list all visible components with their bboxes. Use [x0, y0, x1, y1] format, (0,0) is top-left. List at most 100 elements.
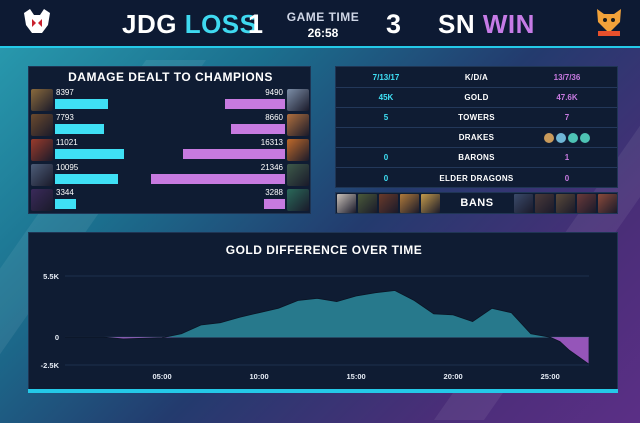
ocean-drake-icon: [568, 132, 578, 143]
damage-row: 11021 16313: [29, 137, 311, 163]
damage-bar-right: [231, 124, 285, 134]
stat-label: TOWERS: [458, 113, 495, 122]
y-tick-label: -2.5K: [41, 361, 60, 370]
damage-bar-right: [151, 174, 285, 184]
bans-strip: BANS: [335, 192, 618, 214]
gold-chart-underline: [28, 389, 618, 393]
champion-portrait-icon: [31, 114, 53, 136]
damage-bar-left: [55, 124, 104, 134]
damage-value-right: 9490: [265, 88, 283, 97]
stat-label: BARONS: [458, 153, 495, 162]
champion-portrait-icon: [287, 139, 309, 161]
team-left-result: LOSS: [184, 9, 258, 39]
stat-label: DRAKES: [458, 133, 495, 142]
champion-portrait-icon: [287, 114, 309, 136]
gold-line: [65, 290, 589, 365]
team-left-name: JDG LOSS: [122, 9, 258, 40]
stat-left-value: 7/13/17: [372, 73, 400, 82]
damage-bar-left: [55, 199, 76, 209]
gold-area-positive: [65, 290, 589, 338]
damage-bar-right: [264, 199, 285, 209]
scoreboard-header: JDG LOSS 1 GAME TIME 26:58 3 SN WIN: [0, 0, 640, 48]
team-right-score: 3: [386, 9, 402, 39]
damage-value-left: 3344: [56, 188, 74, 197]
stat-label: GOLD: [464, 93, 489, 102]
team-right-name: SN WIN: [438, 9, 535, 40]
x-tick-label: 05:00: [152, 372, 171, 381]
damage-panel: DAMAGE DEALT TO CHAMPIONS 8397 9490 7793 86…: [28, 66, 311, 214]
x-tick-label: 15:00: [347, 372, 366, 381]
stat-row: DRAKES: [336, 128, 617, 148]
stat-left-value: 5: [383, 113, 389, 122]
x-tick-label: 20:00: [444, 372, 463, 381]
damage-row: 3344 3288: [29, 187, 311, 213]
damage-bar-right: [225, 99, 285, 109]
banned-champion-icon: [379, 194, 398, 213]
damage-bar-left: [55, 149, 124, 159]
stat-row: 7/13/17 K/D/A 13/7/36: [336, 68, 617, 88]
x-tick-label: 25:00: [541, 372, 560, 381]
y-tick-label: 5.5K: [43, 272, 59, 281]
stat-right-value: 47.6K: [556, 93, 578, 102]
damage-bar-left: [55, 99, 108, 109]
stat-row: 5 TOWERS 7: [336, 108, 617, 128]
champion-portrait-icon: [31, 164, 53, 186]
damage-value-left: 7793: [56, 113, 74, 122]
damage-value-right: 16313: [260, 138, 283, 147]
stat-right-value: [517, 132, 617, 143]
damage-panel-title: DAMAGE DEALT TO CHAMPIONS: [68, 70, 273, 84]
stat-label: K/D/A: [464, 73, 489, 82]
gold-chart: 5.5K 0 -2.5K 05:00 10:00 15:00 20:00 25:00: [41, 272, 589, 381]
stats-panel: 7/13/17 K/D/A 13/7/36 45K GOLD 47.6K 5 TOWERS 7 D…: [335, 66, 618, 188]
cloud-drake-icon: [556, 132, 566, 143]
banned-champion-icon: [535, 194, 554, 213]
game-time-label: GAME TIME: [286, 10, 360, 24]
ocean-drake-icon: [580, 132, 590, 143]
team-right-result: WIN: [482, 9, 535, 39]
champion-portrait-icon: [31, 189, 53, 211]
bans-label: BANS: [460, 197, 494, 209]
banned-champion-icon: [358, 194, 377, 213]
stat-row: 0 ELDER DRAGONS 0: [336, 168, 617, 188]
stat-right-value: 1: [564, 153, 570, 162]
banned-champion-icon: [400, 194, 419, 213]
stat-label: ELDER DRAGONS: [439, 173, 514, 183]
stat-left-value: 0: [383, 153, 389, 162]
champion-portrait-icon: [31, 89, 53, 111]
stat-left-value: 45K: [378, 93, 394, 102]
gold-chart-title: GOLD DIFFERENCE OVER TIME: [225, 243, 423, 257]
stat-right-value: 7: [564, 113, 570, 122]
damage-value-right: 8660: [265, 113, 283, 122]
suning-logo: [590, 4, 628, 40]
stat-left-value: 0: [383, 173, 389, 183]
team-left-tag: JDG: [122, 9, 177, 39]
damage-row: 8397 9490: [29, 87, 311, 113]
x-tick-label: 10:00: [249, 372, 268, 381]
champion-portrait-icon: [287, 89, 309, 111]
banned-champion-icon: [514, 194, 533, 213]
damage-value-right: 3288: [265, 188, 283, 197]
banned-champion-icon: [556, 194, 575, 213]
team-right-tag: SN: [438, 9, 476, 39]
y-tick-label: 0: [55, 333, 59, 342]
team-left-score: 1: [248, 9, 264, 39]
damage-value-left: 11021: [56, 138, 78, 147]
damage-row: 7793 8660: [29, 112, 311, 138]
stat-row: 0 BARONS 1: [336, 148, 617, 168]
jdg-logo: [18, 4, 56, 40]
gold-area-negative: [65, 337, 589, 364]
stat-right-value: 13/7/36: [553, 73, 581, 82]
stat-right-value: 0: [564, 173, 570, 183]
damage-value-left: 8397: [56, 88, 74, 97]
banned-champion-icon: [577, 194, 596, 213]
damage-row: 10095 21346: [29, 162, 311, 188]
stat-row: 45K GOLD 47.6K: [336, 88, 617, 108]
banned-champion-icon: [337, 194, 356, 213]
champion-portrait-icon: [287, 189, 309, 211]
banned-champion-icon: [421, 194, 440, 213]
damage-bar-right: [183, 149, 285, 159]
banned-champion-icon: [598, 194, 617, 213]
champion-portrait-icon: [31, 139, 53, 161]
damage-value-left: 10095: [56, 163, 79, 172]
gold-chart-panel: GOLD DIFFERENCE OVER TIME 5.5K 0 -2.5K 05:0…: [28, 232, 618, 390]
